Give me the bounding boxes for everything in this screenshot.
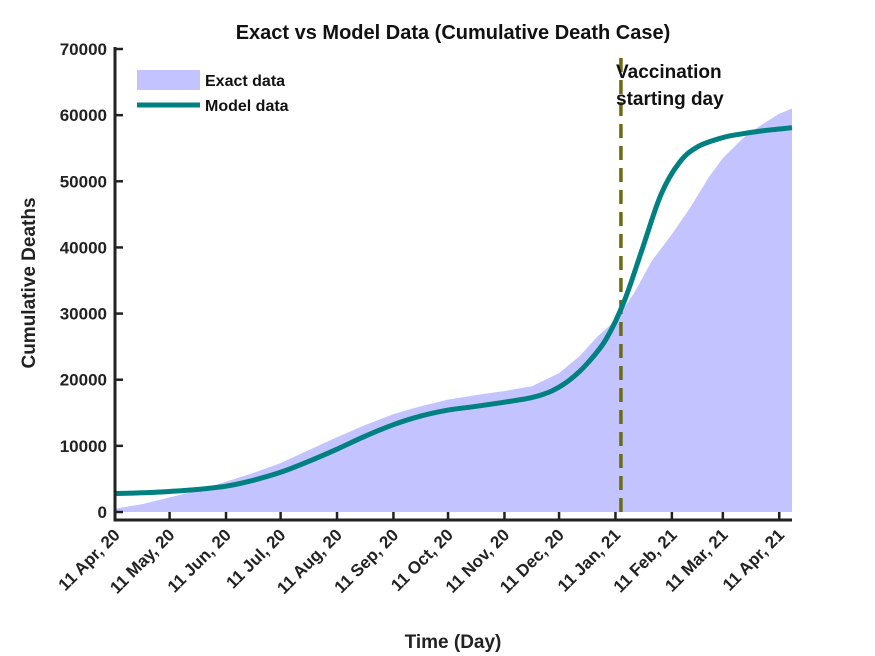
legend-label-exact: Exact data (205, 73, 285, 90)
y-tick-label: 10000 (60, 437, 107, 456)
chart-title: Exact vs Model Data (Cumulative Death Ca… (236, 22, 671, 44)
y-tick-label: 50000 (60, 172, 107, 191)
y-tick-label: 40000 (60, 238, 107, 257)
annotation-line-1: Vaccination (616, 62, 722, 83)
y-tick-label: 30000 (60, 305, 107, 324)
y-tick-label: 0 (98, 503, 107, 522)
plot-area (114, 58, 793, 520)
legend-label-model: Model data (205, 98, 289, 115)
model-data-line (114, 125, 793, 496)
exact-data-area (115, 108, 792, 512)
legend: Exact data Model data (137, 70, 289, 115)
y-tick-label: 60000 (60, 106, 107, 125)
x-tick-label: 11 Apr, 21 (719, 525, 788, 594)
legend-swatch-exact (137, 70, 200, 90)
vaccination-annotation: Vaccination starting day (616, 62, 724, 110)
y-tick-label: 70000 (60, 40, 107, 59)
x-axis-label: Time (Day) (405, 632, 502, 653)
annotation-line-2: starting day (616, 89, 724, 110)
y-tick-label: 20000 (60, 371, 107, 390)
y-axis-label: Cumulative Deaths (19, 197, 40, 368)
y-axis-ticks: 0 10000 20000 30000 40000 50000 60000 70000 (60, 40, 123, 522)
axes (113, 47, 792, 522)
